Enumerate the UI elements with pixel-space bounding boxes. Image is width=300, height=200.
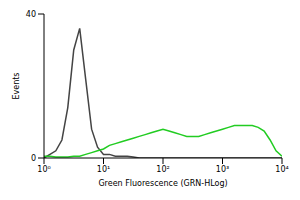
svg-text:Events: Events [12,72,21,99]
svg-text:10³: 10³ [216,165,229,174]
svg-text:0: 0 [31,154,36,163]
svg-text:10²: 10² [156,165,169,174]
svg-text:Green Fluorescence (GRN-HLog): Green Fluorescence (GRN-HLog) [98,179,227,188]
svg-text:10⁴: 10⁴ [275,165,288,174]
svg-text:10¹: 10¹ [97,165,110,174]
svg-text:40: 40 [26,10,36,19]
svg-text:10⁰: 10⁰ [37,165,50,174]
